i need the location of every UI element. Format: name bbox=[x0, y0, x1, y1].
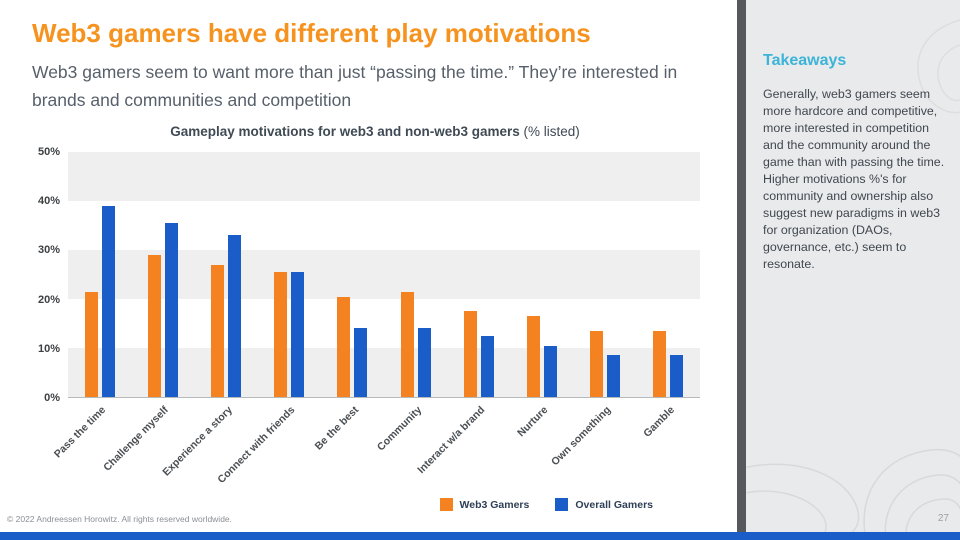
legend-label: Web3 Gamers bbox=[459, 498, 530, 511]
takeaways-sidebar: Takeaways Generally, web3 gamers seem mo… bbox=[746, 0, 960, 540]
x-label-cell: Be the best bbox=[312, 398, 384, 484]
y-tick-label: 40% bbox=[37, 195, 60, 208]
bars-row bbox=[68, 152, 700, 397]
bar-group bbox=[510, 152, 573, 397]
bar-overall-gamers bbox=[607, 355, 621, 397]
vertical-divider bbox=[737, 0, 746, 540]
x-axis-label: Pass the time bbox=[51, 404, 109, 461]
chart-inner: 50% 40% 30% 20% 10% 0% bbox=[28, 146, 703, 404]
bar-group bbox=[384, 152, 447, 397]
slide-title: Web3 gamers have different play motivati… bbox=[32, 18, 591, 48]
chart-title-bold: Gameplay motivations for web3 and non-we… bbox=[170, 124, 520, 139]
x-label-cell: Pass the time bbox=[52, 398, 131, 484]
x-axis-label: Gamble bbox=[641, 404, 677, 440]
bar-web3-gamers bbox=[400, 291, 414, 397]
bar-overall-gamers bbox=[417, 328, 431, 397]
x-label-cell: Gamble bbox=[637, 398, 700, 484]
bar-overall-gamers bbox=[101, 205, 115, 397]
y-tick-label: 30% bbox=[37, 244, 60, 257]
bar-web3-gamers bbox=[527, 316, 541, 397]
x-labels-row: Pass the time Challenge myself Experience … bbox=[52, 398, 700, 486]
bottom-accent-bar bbox=[0, 532, 960, 540]
legend-item: Web3 Gamers bbox=[439, 498, 530, 511]
bar-web3-gamers bbox=[211, 264, 224, 397]
bar-web3-gamers bbox=[653, 330, 667, 397]
bar-group bbox=[68, 152, 131, 397]
bar-chart: 50% 40% 30% 20% 10% 0% Pass the time Challenge… bbox=[28, 146, 703, 486]
bar-group bbox=[258, 152, 321, 397]
bar-group bbox=[321, 152, 384, 397]
bar-group bbox=[447, 152, 510, 397]
bar-group bbox=[131, 152, 194, 397]
bar-overall-gamers bbox=[670, 355, 684, 397]
bar-group bbox=[637, 152, 700, 397]
page-number: 27 bbox=[937, 513, 949, 524]
plot-area bbox=[68, 152, 700, 398]
bar-overall-gamers bbox=[228, 235, 241, 397]
y-tick-label: 20% bbox=[37, 293, 60, 306]
legend-label: Overall Gamers bbox=[575, 498, 653, 511]
bar-overall-gamers bbox=[354, 328, 368, 397]
takeaways-heading: Takeaways bbox=[763, 52, 847, 69]
x-label-cell: Nurture bbox=[510, 398, 573, 484]
main-content: Web3 gamers have different play motivati… bbox=[0, 18, 703, 524]
bar-web3-gamers bbox=[337, 296, 351, 397]
x-axis-label: Nurture bbox=[515, 404, 551, 440]
bar-overall-gamers bbox=[544, 345, 558, 397]
grid-band bbox=[68, 152, 700, 201]
slide-subtitle: Web3 gamers seem to want more than just … bbox=[32, 62, 678, 111]
bar-overall-gamers bbox=[480, 335, 494, 397]
bar-overall-gamers bbox=[291, 272, 305, 397]
y-tick-label: 10% bbox=[37, 342, 60, 355]
x-label-cell: Own something bbox=[550, 398, 637, 484]
bar-group bbox=[574, 152, 637, 397]
chart-title-suffix: (% listed) bbox=[519, 124, 580, 139]
legend-item: Overall Gamers bbox=[555, 498, 653, 511]
bar-group bbox=[194, 152, 257, 397]
y-tick-label: 50% bbox=[37, 146, 60, 158]
y-tick-label: 0% bbox=[44, 392, 60, 404]
legend-swatch bbox=[439, 498, 453, 511]
x-label-cell: Interact w/a brand bbox=[415, 398, 510, 484]
chart-legend: Web3 Gamers Overall Gamers bbox=[0, 498, 703, 511]
bar-web3-gamers bbox=[590, 330, 604, 397]
bar-web3-gamers bbox=[463, 311, 477, 397]
y-axis: 50% 40% 30% 20% 10% 0% bbox=[28, 146, 68, 404]
bar-web3-gamers bbox=[147, 254, 161, 397]
takeaways-body: Generally, web3 gamers seem more hardcor… bbox=[763, 87, 945, 271]
legend-swatch bbox=[555, 498, 569, 511]
bar-web3-gamers bbox=[84, 291, 98, 397]
copyright-footer: © 2022 Andreessen Horowitz. All rights r… bbox=[7, 514, 233, 524]
x-label-cell: Community bbox=[375, 398, 447, 484]
bar-web3-gamers bbox=[274, 272, 288, 397]
x-label-cell: Connect with friends bbox=[216, 398, 321, 486]
chart-title: Gameplay motivations for web3 and non-we… bbox=[60, 124, 690, 139]
bar-overall-gamers bbox=[164, 223, 178, 397]
